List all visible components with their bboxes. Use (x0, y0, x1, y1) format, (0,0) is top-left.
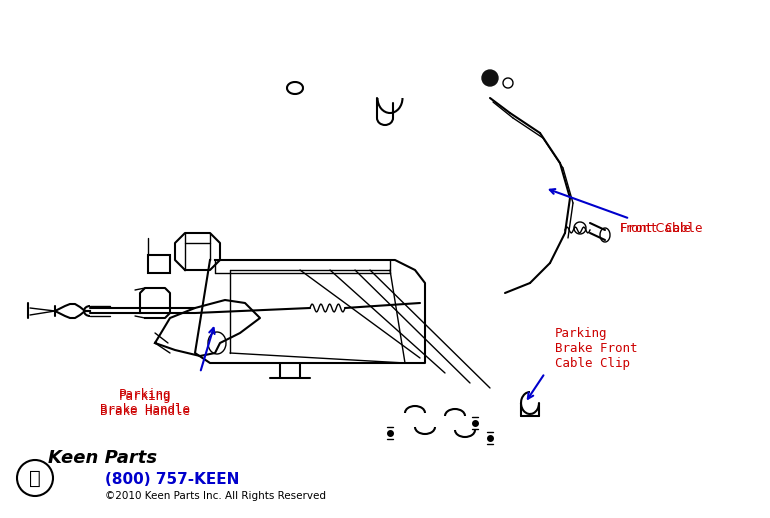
Text: Parking
Brake Front
Cable Clip: Parking Brake Front Cable Clip (555, 327, 638, 370)
Text: Front Cable: Front Cable (550, 189, 691, 235)
Text: Front Cable: Front Cable (620, 222, 702, 235)
Text: 🚗: 🚗 (29, 468, 41, 487)
Text: ©2010 Keen Parts Inc. All Rights Reserved: ©2010 Keen Parts Inc. All Rights Reserve… (105, 491, 326, 501)
Circle shape (482, 70, 498, 86)
Text: Parking
Brake Handle: Parking Brake Handle (100, 390, 190, 418)
FancyBboxPatch shape (148, 255, 170, 273)
Text: Parking
Brake Handle: Parking Brake Handle (100, 388, 190, 416)
Text: Keen Parts: Keen Parts (48, 449, 157, 467)
Text: (800) 757-KEEN: (800) 757-KEEN (105, 472, 239, 487)
